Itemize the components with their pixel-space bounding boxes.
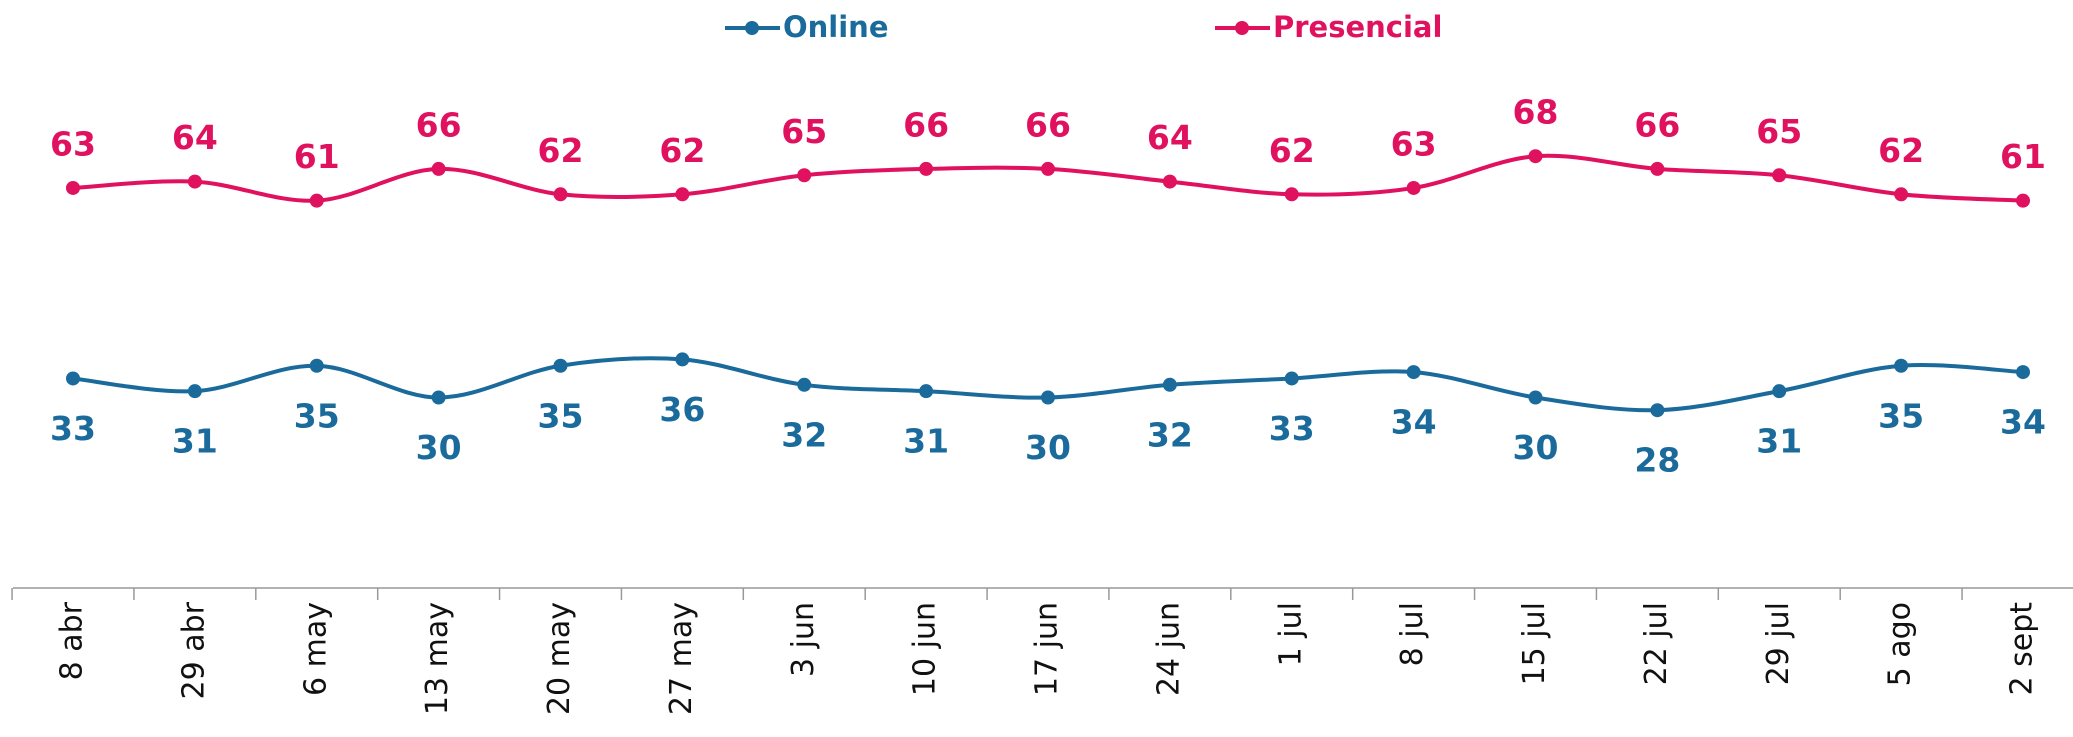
point (1650, 403, 1665, 418)
x-tick-label: 6 may (298, 602, 333, 696)
point (1528, 390, 1543, 405)
point (1162, 377, 1177, 392)
data-label: 36 (659, 390, 705, 429)
data-label: 65 (781, 112, 827, 151)
x-tick-label: 17 jun (1030, 602, 1065, 696)
data-label: 32 (781, 415, 827, 454)
data-label: 30 (1513, 428, 1559, 467)
data-label: 68 (1513, 93, 1559, 132)
data-label: 63 (50, 124, 96, 163)
data-label: 61 (2000, 137, 2046, 176)
data-label: 31 (1756, 422, 1802, 461)
point (66, 180, 80, 195)
point (1894, 187, 1909, 202)
point (919, 384, 934, 399)
data-label: 31 (903, 422, 949, 461)
point (553, 358, 568, 373)
x-tick-label: 27 may (664, 602, 699, 715)
data-label: 62 (1269, 131, 1315, 170)
point (797, 168, 812, 183)
data-label: 66 (1634, 105, 1680, 144)
point (1894, 358, 1909, 373)
x-tick-label: 8 abr (55, 601, 90, 680)
point (919, 161, 934, 176)
data-label: 62 (538, 131, 584, 170)
legend-marker (1235, 21, 1249, 35)
point (431, 390, 446, 405)
data-label: 64 (1147, 118, 1193, 157)
point (66, 371, 80, 386)
point (431, 161, 446, 176)
data-label: 34 (2000, 403, 2046, 442)
point (309, 358, 324, 373)
data-label: 30 (416, 428, 462, 467)
data-label: 63 (1391, 124, 1437, 163)
data-label: 35 (538, 396, 584, 435)
point (1772, 168, 1787, 183)
point (1650, 161, 1665, 176)
data-label: 64 (172, 118, 218, 157)
data-label: 32 (1147, 415, 1193, 454)
point (1041, 390, 1055, 405)
point (2016, 193, 2030, 208)
data-label: 66 (903, 105, 949, 144)
point (1041, 161, 1055, 176)
data-label: 66 (416, 105, 462, 144)
point (309, 193, 324, 208)
point (187, 174, 202, 189)
point (1162, 174, 1177, 189)
x-tick-label: 13 may (420, 602, 455, 715)
data-label: 65 (1756, 112, 1802, 151)
data-label: 35 (294, 396, 340, 435)
x-tick-label: 20 may (542, 602, 577, 715)
data-label: 34 (1391, 403, 1437, 442)
x-tick-label: 22 jul (1639, 602, 1674, 685)
x-tick-label: 29 abr (176, 601, 211, 699)
x-tick-label: 15 jul (1517, 602, 1552, 685)
point (1528, 149, 1543, 164)
point (1406, 365, 1421, 380)
data-label: 33 (50, 409, 96, 448)
point (1406, 180, 1421, 195)
point (1772, 384, 1787, 399)
x-tick-label: 10 jun (908, 602, 943, 696)
x-tick-label: 29 jul (1761, 602, 1796, 685)
data-label: 28 (1634, 441, 1680, 480)
point (2016, 365, 2030, 380)
x-tick-label: 2 sept (2005, 602, 2040, 696)
data-label: 62 (1878, 131, 1924, 170)
data-label: 33 (1269, 409, 1315, 448)
x-tick-label: 5 ago (1883, 602, 1918, 686)
data-label: 62 (659, 131, 705, 170)
point (1284, 187, 1299, 202)
point (187, 384, 202, 399)
point (553, 187, 568, 202)
x-tick-label: 8 jul (1395, 602, 1430, 666)
data-label: 35 (1878, 396, 1924, 435)
legend-marker (745, 21, 759, 35)
x-tick-label: 3 jun (786, 602, 821, 677)
data-label: 66 (1025, 105, 1071, 144)
point (797, 377, 812, 392)
legend-label: Presencial (1273, 10, 1442, 44)
data-label: 61 (294, 137, 340, 176)
data-label: 30 (1025, 428, 1071, 467)
data-label: 31 (172, 422, 218, 461)
x-tick-label: 1 jul (1273, 602, 1308, 666)
point (675, 187, 690, 202)
x-tick-label: 24 jun (1151, 602, 1186, 696)
point (1284, 371, 1299, 386)
legend-label: Online (783, 10, 889, 44)
point (675, 352, 690, 367)
